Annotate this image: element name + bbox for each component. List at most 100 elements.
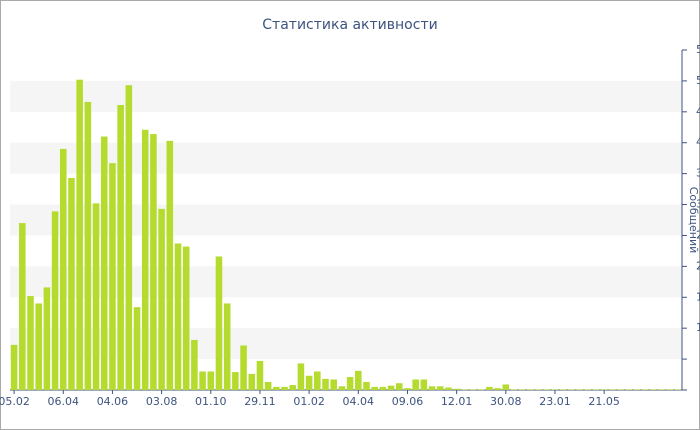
y-tick-label: 4500 xyxy=(696,105,700,118)
x-tick-label: 09.06 xyxy=(392,395,424,408)
bar xyxy=(43,287,51,390)
bar xyxy=(650,389,657,390)
bar xyxy=(141,129,149,390)
bar xyxy=(445,387,452,390)
y-tick-label: 4000 xyxy=(696,136,700,149)
x-tick-label: 30.08 xyxy=(490,395,522,408)
bar xyxy=(363,381,370,390)
y-tick-label: 2000 xyxy=(696,259,700,272)
bar xyxy=(617,389,624,390)
bar xyxy=(436,386,444,390)
bar xyxy=(527,389,534,390)
bar xyxy=(412,379,419,390)
bar xyxy=(182,246,190,390)
bar xyxy=(518,389,526,390)
y-tick-label: 2500 xyxy=(696,228,700,241)
bar xyxy=(584,389,592,390)
bar xyxy=(395,383,403,390)
bar xyxy=(150,134,157,390)
bar xyxy=(600,389,608,390)
x-tick-label: 12.01 xyxy=(441,395,473,408)
y-tick-label: 5000 xyxy=(696,74,700,87)
bar xyxy=(109,163,116,390)
bar xyxy=(543,389,551,390)
bar xyxy=(117,105,124,390)
bar xyxy=(215,256,223,390)
bar xyxy=(35,303,42,390)
bar xyxy=(674,389,682,390)
bar xyxy=(494,388,501,390)
bar xyxy=(330,379,337,390)
bar xyxy=(19,223,26,390)
bar xyxy=(207,371,215,390)
bar xyxy=(609,389,616,390)
bar xyxy=(535,389,542,390)
bar xyxy=(166,140,174,390)
bar xyxy=(559,389,567,390)
bar xyxy=(240,345,247,390)
bar xyxy=(641,389,649,390)
y-axis-label: Сообщений xyxy=(687,187,700,254)
bar xyxy=(314,371,321,390)
bar xyxy=(453,388,460,390)
bar xyxy=(469,389,477,390)
x-tick-label: 21.05 xyxy=(588,395,620,408)
bar xyxy=(92,203,100,390)
bar xyxy=(27,296,34,390)
bar xyxy=(76,79,83,390)
bar xyxy=(191,339,198,390)
x-tick-label: 01.02 xyxy=(293,395,325,408)
bar xyxy=(100,136,108,390)
bar xyxy=(461,389,469,390)
bar xyxy=(264,381,272,390)
bar xyxy=(387,385,395,390)
bar xyxy=(428,386,436,390)
bar xyxy=(371,386,378,390)
x-tick-label: 03.08 xyxy=(146,395,178,408)
x-tick-label: 05.02 xyxy=(0,395,30,408)
y-tick-label: 5500 xyxy=(696,43,700,56)
bar xyxy=(256,360,264,390)
bar xyxy=(297,363,305,390)
x-tick-label: 01.10 xyxy=(195,395,227,408)
bar xyxy=(625,389,633,390)
y-tick-label: 1000 xyxy=(696,321,700,334)
bar xyxy=(133,307,141,390)
x-tick-label: 23.01 xyxy=(539,395,571,408)
bar xyxy=(666,389,673,390)
x-tick-label: 04.04 xyxy=(343,395,375,408)
bar xyxy=(281,386,288,390)
bar xyxy=(477,389,485,390)
bar xyxy=(289,385,297,390)
bar xyxy=(404,388,411,390)
bar xyxy=(125,85,133,391)
bar xyxy=(273,386,280,390)
bar xyxy=(355,370,362,390)
y-tick-label: 1500 xyxy=(696,290,700,303)
bar xyxy=(502,384,510,390)
bar xyxy=(51,211,59,390)
bar xyxy=(68,177,75,390)
bar xyxy=(59,148,67,390)
bar xyxy=(379,386,387,390)
bar xyxy=(223,303,231,390)
y-tick-label: 3500 xyxy=(696,167,700,180)
bar xyxy=(592,389,600,390)
bar xyxy=(568,389,575,390)
bar xyxy=(248,373,256,390)
bar xyxy=(174,243,182,390)
bar xyxy=(10,344,18,390)
x-tick-label: 06.04 xyxy=(48,395,80,408)
bar xyxy=(576,389,583,390)
bar xyxy=(633,389,641,390)
bar xyxy=(658,389,665,390)
x-tick-label: 29.11 xyxy=(244,395,276,408)
grid-band xyxy=(10,80,682,112)
bar xyxy=(84,101,92,390)
bar xyxy=(420,379,428,390)
y-tick-label: 3000 xyxy=(696,198,700,211)
bar xyxy=(158,208,165,390)
bar xyxy=(551,389,559,390)
bar xyxy=(232,372,239,390)
